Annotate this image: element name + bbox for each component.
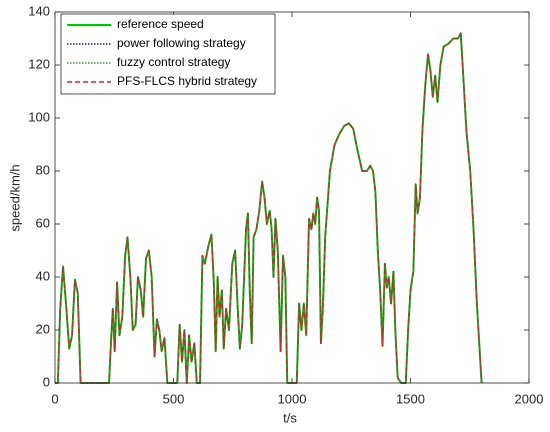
legend-label: reference speed xyxy=(117,17,204,31)
y-tick-label: 60 xyxy=(36,215,50,230)
series-line xyxy=(55,32,483,384)
x-tick-label: 1000 xyxy=(278,391,307,406)
y-axis-label: speed/km/h xyxy=(7,164,22,231)
y-tick-label: 20 xyxy=(36,321,50,336)
legend: reference speed power following strategy f… xyxy=(60,13,276,95)
y-tick-label: 80 xyxy=(36,162,50,177)
y-tick-label: 40 xyxy=(36,268,50,283)
legend-label: fuzzy control strategy xyxy=(117,55,230,69)
x-axis-label: t/s xyxy=(283,410,297,425)
x-tick-label: 2000 xyxy=(515,391,544,406)
legend-label: power following strategy xyxy=(117,36,246,50)
legend-box xyxy=(60,13,276,95)
y-tick-label: 140 xyxy=(28,3,50,18)
y-tick-label: 0 xyxy=(43,374,50,389)
x-tick-label: 1500 xyxy=(396,391,425,406)
legend-label: PFS-FLCS hybrid strategy xyxy=(117,74,257,88)
x-tick-label: 500 xyxy=(163,391,185,406)
y-tick-label: 120 xyxy=(28,56,50,71)
x-tick-label: 0 xyxy=(51,391,58,406)
y-tick-label: 100 xyxy=(28,109,50,124)
